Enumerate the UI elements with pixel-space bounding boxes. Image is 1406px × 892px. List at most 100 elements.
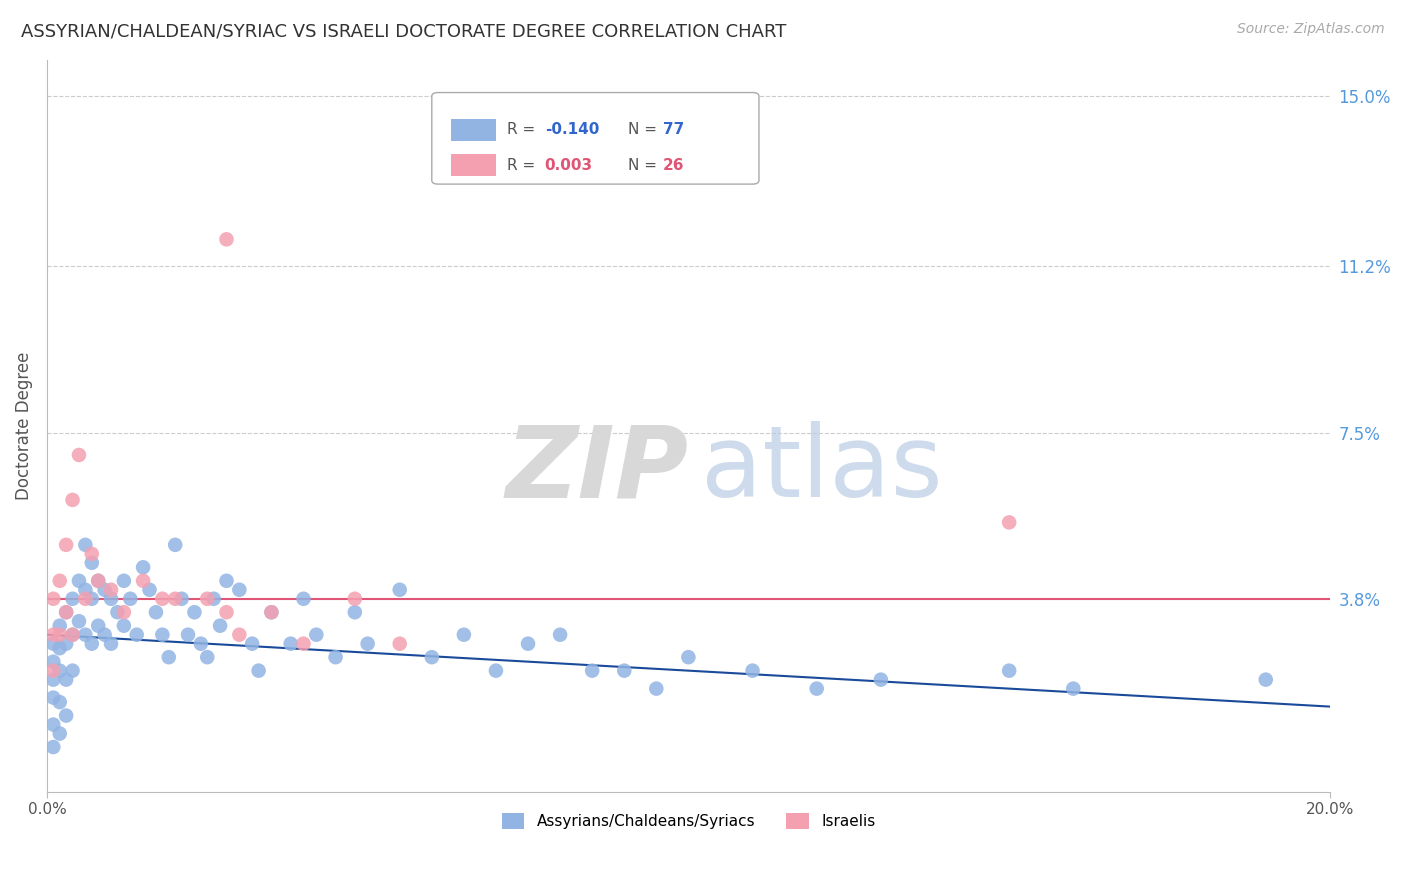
Point [107, 605, 129, 619]
Point [48, 574, 70, 588]
Point [100, 582, 122, 597]
Point [55, 538, 77, 552]
Point [62, 628, 84, 642]
Point [195, 650, 218, 665]
Point [260, 605, 283, 619]
Text: 0.003: 0.003 [544, 158, 593, 173]
Point [517, 637, 540, 651]
Legend: Assyrians/Chaldeans/Syriacs, Israelis: Assyrians/Chaldeans/Syriacs, Israelis [495, 807, 882, 836]
Bar [451, 119, 496, 141]
Point [260, 605, 283, 619]
Point [62, 591, 84, 606]
Point [150, 591, 173, 606]
Point [42, 591, 65, 606]
Point [80, 547, 103, 561]
Point [190, 637, 212, 651]
Point [87, 574, 110, 588]
Text: ASSYRIAN/CHALDEAN/SYRIAC VS ISRAELI DOCTORATE DEGREE CORRELATION CHART: ASSYRIAN/CHALDEAN/SYRIAC VS ISRAELI DOCT… [21, 22, 786, 40]
Point [42, 628, 65, 642]
Point [112, 605, 135, 619]
Point [55, 673, 77, 687]
Text: N =: N = [628, 158, 662, 173]
Text: atlas: atlas [702, 421, 943, 518]
Point [228, 628, 250, 642]
Point [48, 641, 70, 656]
Point [280, 637, 302, 651]
Point [42, 637, 65, 651]
Point [305, 628, 328, 642]
Point [202, 591, 225, 606]
Point [75, 628, 97, 642]
Point [292, 591, 315, 606]
Point [80, 591, 103, 606]
Point [48, 726, 70, 740]
Point [100, 591, 122, 606]
Point [150, 628, 173, 642]
Point [678, 650, 700, 665]
Point [998, 516, 1021, 530]
Point [343, 605, 366, 619]
Point [177, 628, 200, 642]
Point [548, 628, 571, 642]
Point [80, 556, 103, 570]
Point [80, 637, 103, 651]
Point [75, 591, 97, 606]
FancyBboxPatch shape [432, 93, 759, 184]
Point [998, 664, 1021, 678]
Point [741, 664, 763, 678]
Point [55, 637, 77, 651]
Point [132, 560, 155, 574]
Point [112, 618, 135, 632]
Point [292, 637, 315, 651]
Point [87, 574, 110, 588]
Point [420, 650, 443, 665]
Point [55, 708, 77, 723]
Text: 26: 26 [662, 158, 685, 173]
Point [453, 628, 475, 642]
Point [388, 582, 411, 597]
Text: 77: 77 [662, 122, 683, 137]
Point [62, 664, 84, 678]
Point [195, 591, 218, 606]
Bar [451, 154, 496, 177]
Point [67, 614, 90, 628]
Point [132, 574, 155, 588]
Text: R =: R = [508, 158, 541, 173]
Point [75, 582, 97, 597]
Point [325, 650, 347, 665]
Point [42, 655, 65, 669]
Point [165, 591, 187, 606]
Point [42, 664, 65, 678]
Point [228, 582, 250, 597]
Point [100, 637, 122, 651]
Point [645, 681, 668, 696]
Point [62, 628, 84, 642]
Point [613, 664, 636, 678]
Point [67, 574, 90, 588]
Point [356, 637, 378, 651]
Point [67, 448, 90, 462]
Y-axis label: Doctorate Degree: Doctorate Degree [15, 351, 32, 500]
Point [93, 628, 115, 642]
Point [62, 492, 84, 507]
Point [170, 591, 193, 606]
Point [75, 538, 97, 552]
Point [183, 605, 205, 619]
Text: ZIP: ZIP [505, 421, 689, 518]
Point [215, 232, 238, 246]
Point [215, 605, 238, 619]
Point [485, 664, 508, 678]
Point [145, 605, 167, 619]
Point [247, 664, 270, 678]
Point [581, 664, 603, 678]
Point [157, 650, 180, 665]
Text: N =: N = [628, 122, 662, 137]
Point [42, 739, 65, 754]
Point [240, 637, 263, 651]
Point [215, 574, 238, 588]
Point [48, 664, 70, 678]
Text: -0.140: -0.140 [544, 122, 599, 137]
Text: R =: R = [508, 122, 541, 137]
Point [125, 628, 148, 642]
Point [1254, 673, 1277, 687]
